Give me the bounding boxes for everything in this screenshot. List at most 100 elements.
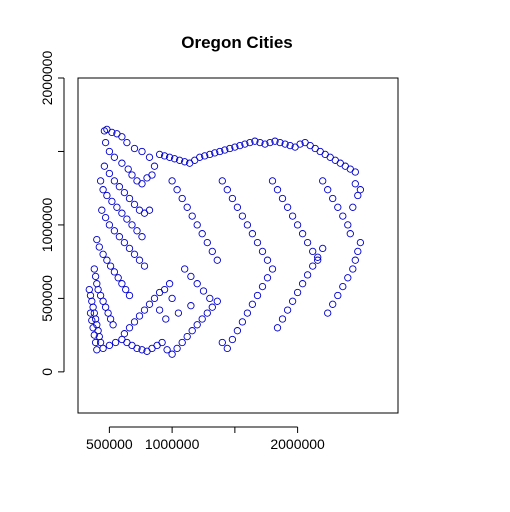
data-point: [356, 238, 365, 247]
data-point: [183, 332, 191, 341]
data-point: [238, 212, 247, 220]
data-point: [120, 330, 129, 338]
data-point: [105, 221, 114, 229]
data-point: [130, 250, 139, 258]
data-point: [339, 282, 347, 291]
data-point: [314, 256, 322, 264]
data-point: [228, 335, 237, 344]
data-point: [93, 346, 101, 354]
data-point: [91, 315, 100, 323]
data-point: [125, 244, 134, 253]
data-point: [160, 285, 169, 294]
data-point: [89, 303, 97, 311]
data-point: [150, 162, 159, 170]
data-point: [271, 137, 279, 145]
data-point: [228, 194, 237, 203]
data-point: [174, 309, 183, 317]
data-point: [94, 285, 102, 294]
data-point: [100, 162, 109, 170]
data-point: [298, 280, 307, 288]
data-point: [168, 177, 176, 185]
data-point: [104, 309, 112, 317]
data-point: [111, 338, 120, 347]
data-point: [351, 256, 359, 264]
data-point: [125, 324, 134, 332]
data-point: [354, 247, 362, 256]
data-point: [339, 212, 347, 220]
data-point: [196, 153, 204, 161]
data-point: [162, 315, 170, 323]
data-point: [344, 221, 352, 229]
data-point: [248, 230, 257, 238]
data-point: [203, 309, 211, 317]
data-point: [105, 341, 114, 350]
data-point: [324, 186, 332, 194]
data-point: [208, 247, 216, 256]
data-point: [256, 138, 264, 147]
data-point: [309, 262, 317, 270]
y-axis: 0 500000 1000000 2000000: [39, 51, 65, 376]
data-point: [206, 150, 214, 159]
data-point: [188, 327, 196, 335]
data-point: [93, 235, 101, 244]
data-point: [198, 230, 206, 238]
data-point: [288, 297, 297, 305]
data-point: [198, 315, 206, 323]
data-point: [101, 213, 110, 222]
data-point: [183, 203, 191, 211]
data-point: [208, 303, 216, 311]
data-point: [114, 274, 122, 282]
data-point: [110, 153, 119, 161]
data-point: [356, 186, 365, 194]
data-point: [344, 274, 352, 282]
data-point: [103, 256, 111, 264]
data-point: [288, 212, 297, 220]
data-point: [334, 291, 342, 300]
data-point: [168, 294, 176, 303]
data-point: [281, 140, 289, 148]
y-tick-label: 2000000: [39, 51, 55, 106]
data-point: [145, 153, 154, 161]
data-point: [138, 180, 146, 188]
data-point: [188, 212, 196, 220]
data-point: [181, 158, 189, 166]
data-point: [266, 138, 274, 147]
data-point: [319, 244, 327, 253]
data-point: [98, 206, 106, 214]
data-point: [95, 243, 103, 251]
data-point: [88, 316, 96, 325]
data-point: [133, 344, 141, 353]
data-point: [181, 265, 189, 273]
data-point: [233, 327, 242, 335]
data-point: [160, 152, 169, 160]
data-point: [293, 221, 302, 229]
data-point: [96, 338, 105, 347]
data-point: [145, 206, 154, 214]
data-point: [108, 128, 116, 137]
data-point: [105, 147, 114, 156]
data-point: [135, 312, 144, 320]
data-point: [96, 177, 105, 185]
data-point: [263, 274, 272, 282]
data-point: [101, 303, 110, 311]
data-point: [248, 300, 257, 308]
y-tick-label: 500000: [39, 275, 55, 322]
data-point: [199, 287, 208, 295]
data-point: [193, 321, 201, 329]
data-point: [324, 309, 332, 317]
data-point: [293, 288, 302, 297]
data-point: [105, 169, 114, 178]
data-point: [122, 285, 130, 294]
data-point: [158, 338, 166, 347]
data-point: [109, 321, 117, 329]
data-point: [175, 156, 184, 164]
data-point: [108, 197, 116, 206]
data-point: [236, 141, 244, 150]
data-point: [173, 186, 181, 194]
data-point: [130, 144, 139, 153]
data-point: [125, 194, 134, 203]
data-point: [241, 140, 249, 148]
data-point: [329, 300, 337, 308]
data-point: [138, 147, 146, 156]
chart-title: Oregon Cities: [181, 33, 292, 52]
